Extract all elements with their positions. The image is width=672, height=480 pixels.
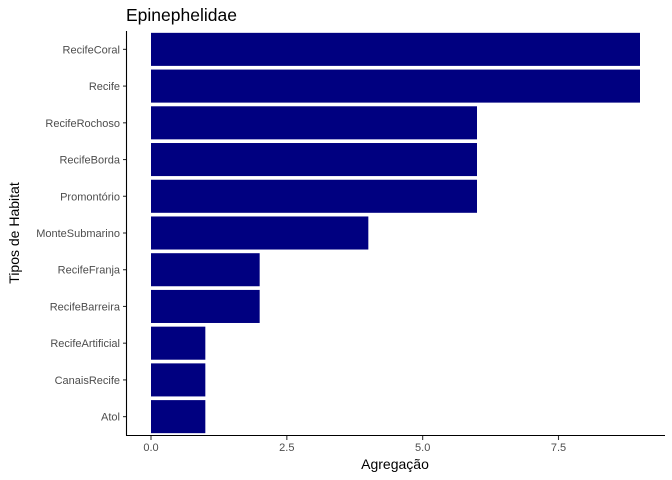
y-tick-label: Promontório: [60, 191, 120, 203]
y-tick-label: MonteSubmarino: [36, 228, 120, 240]
y-tick-label: RecifeCoral: [63, 44, 120, 56]
bar-recifefranja: [151, 253, 260, 287]
y-tick-label: Recife: [89, 81, 120, 93]
bars: [151, 32, 640, 434]
x-tick-label: 2.5: [279, 442, 294, 454]
x-axis-title: Agregação: [361, 456, 429, 472]
bar-promontorio: [151, 179, 477, 213]
chart-title: Epinephelidae: [126, 5, 237, 25]
y-tick-label: RecifeBarreira: [50, 301, 121, 313]
bar-atol: [151, 400, 206, 434]
bar-recifecoral: [151, 32, 640, 66]
y-tick-label: RecifeBorda: [59, 155, 120, 167]
bar-recifebarreira: [151, 289, 260, 323]
y-axis-ticks: RecifeCoral Recife RecifeRochoso RecifeBord…: [36, 44, 127, 424]
x-tick-label: 5.0: [415, 442, 430, 454]
bar-montesubmarino: [151, 216, 369, 250]
bar-recifeborda: [151, 143, 477, 177]
bar-recifeartificial: [151, 326, 206, 360]
y-tick-label: Atol: [101, 412, 120, 424]
bar-recife: [151, 69, 640, 103]
y-tick-label: RecifeFranja: [58, 265, 121, 277]
bar-reciferochoso: [151, 106, 477, 140]
y-axis-title: Tipos de Habitat: [6, 182, 22, 284]
y-tick-label: RecifeRochoso: [45, 118, 120, 130]
y-tick-label: CanaisRecife: [55, 375, 120, 387]
x-tick-label: 0.0: [143, 442, 158, 454]
x-axis-ticks: 0.0 2.5 5.0 7.5: [143, 436, 566, 454]
bar-canaisrecife: [151, 363, 206, 397]
x-tick-label: 7.5: [551, 442, 566, 454]
y-tick-label: RecifeArtificial: [50, 338, 120, 350]
